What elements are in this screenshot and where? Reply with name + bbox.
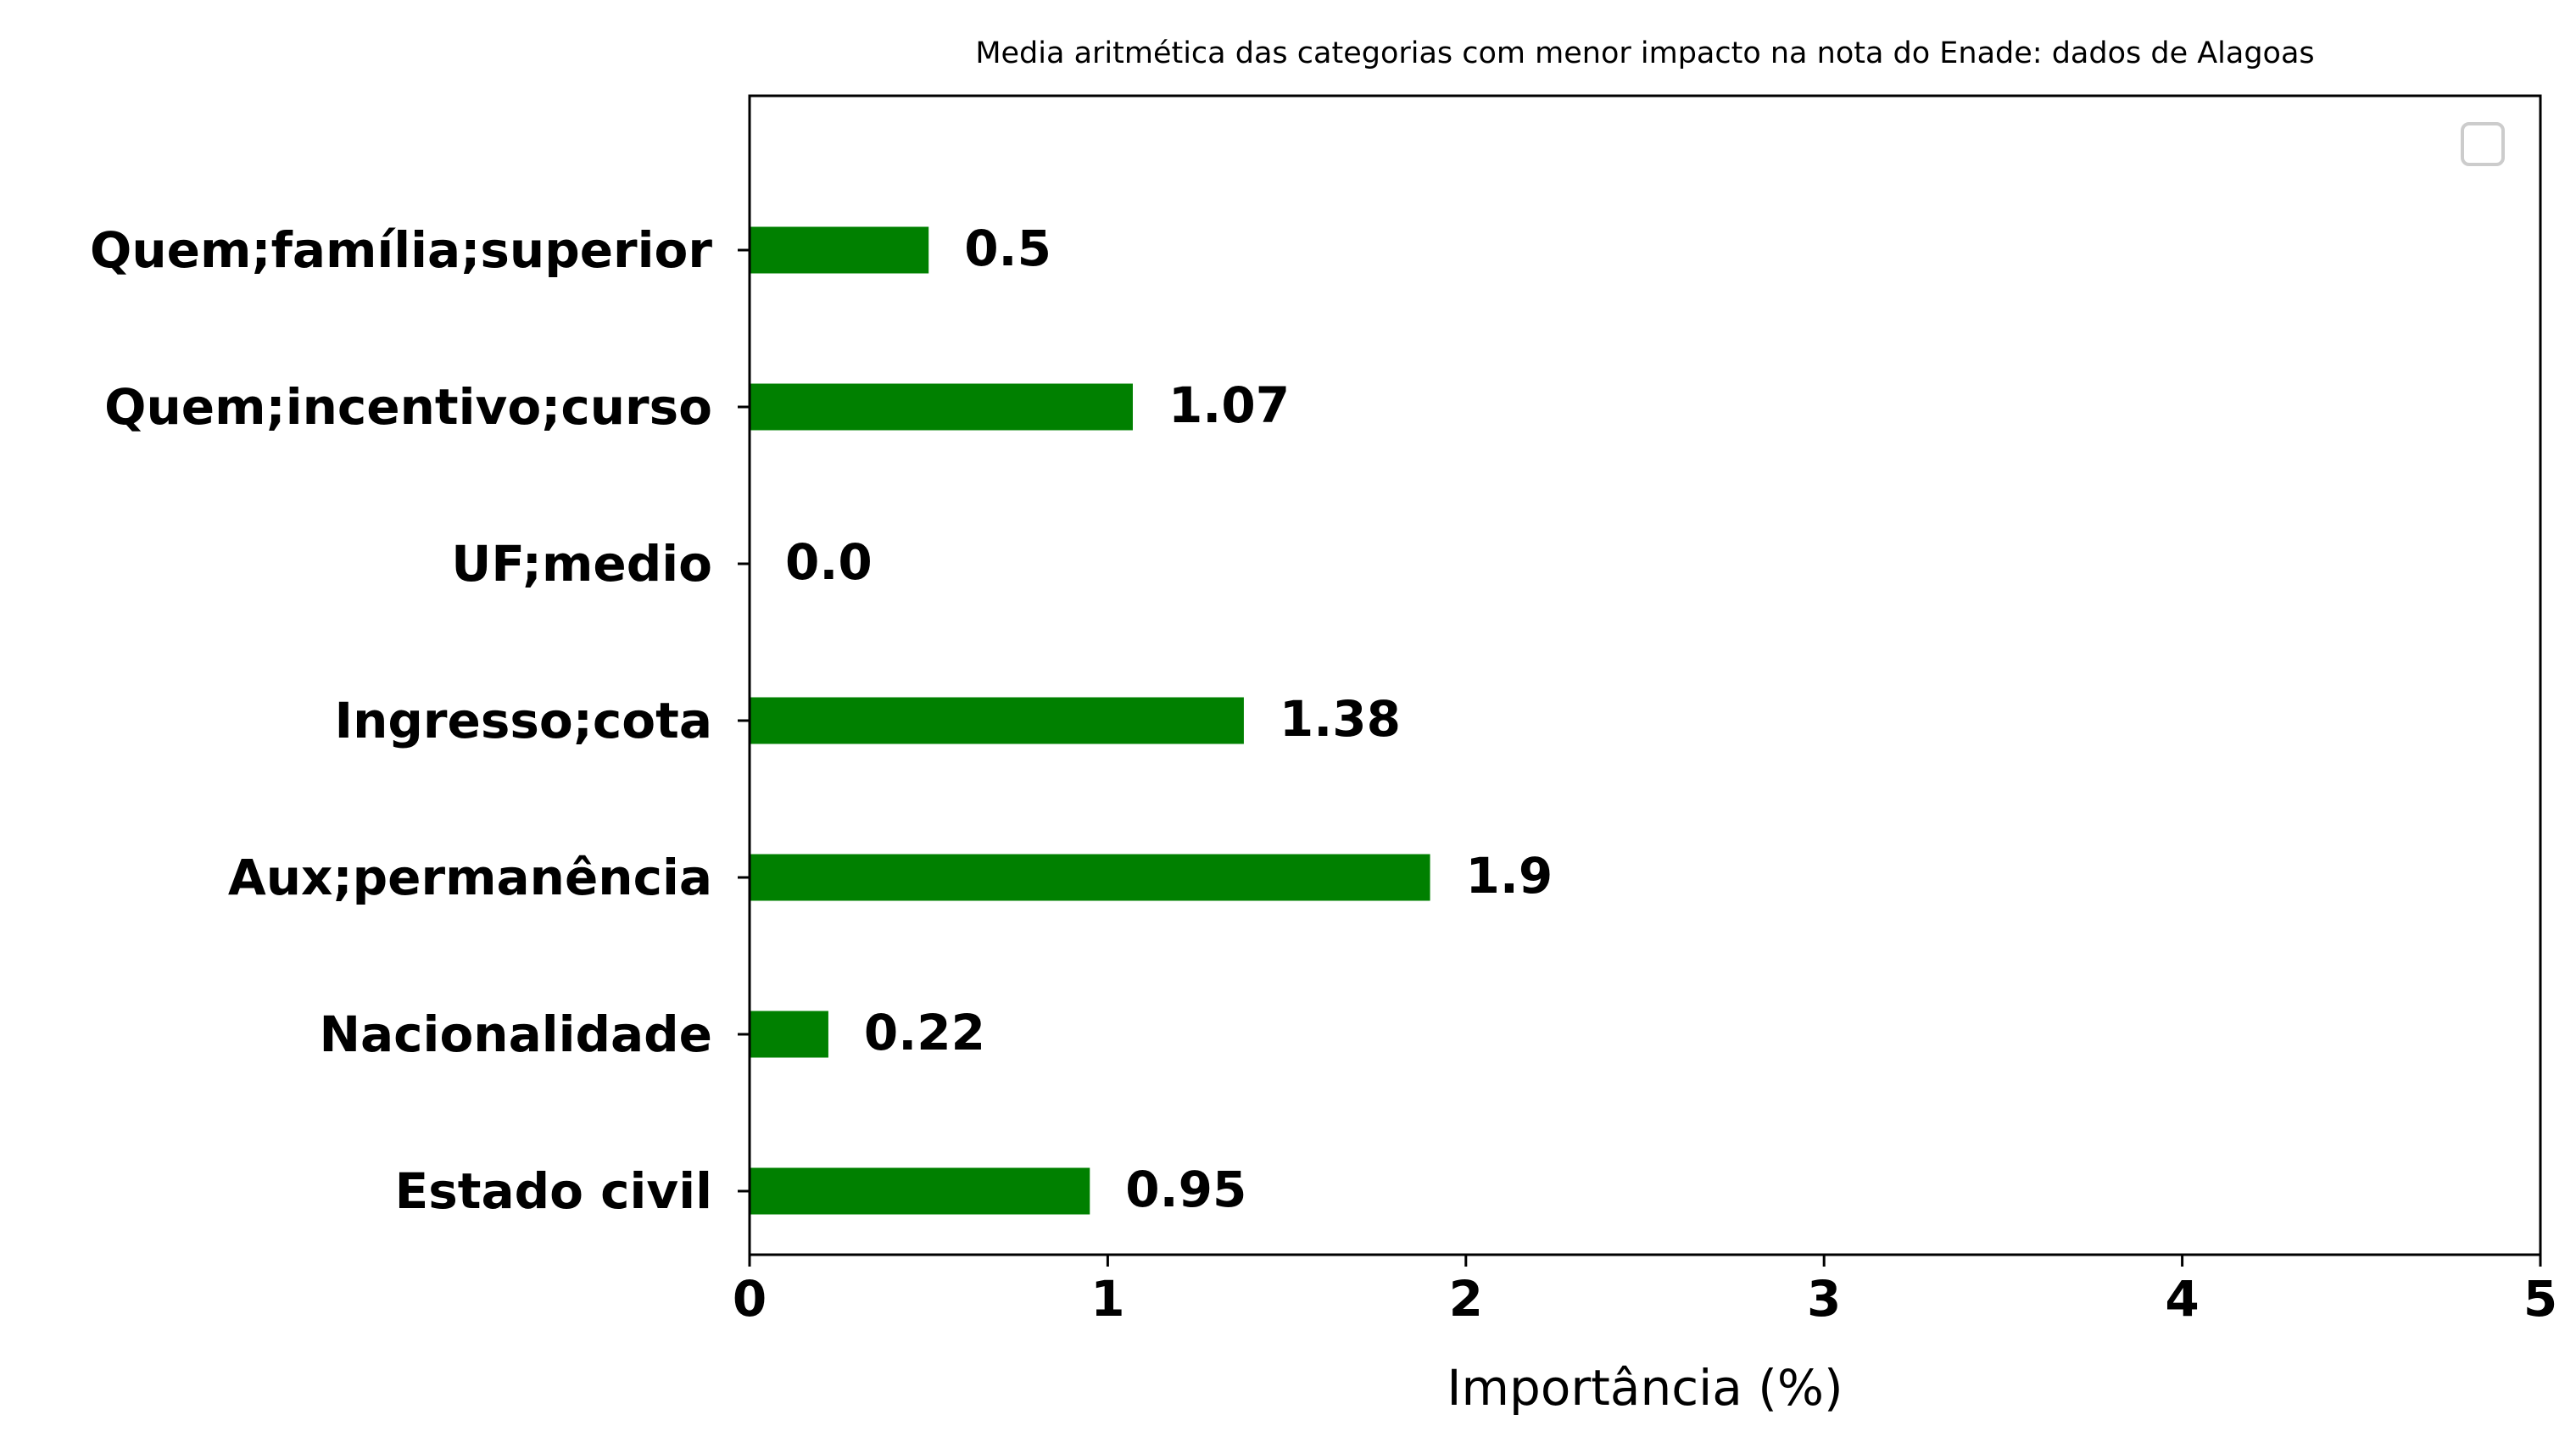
bar: [750, 1167, 1090, 1215]
data-label: 1.07: [1168, 376, 1290, 434]
y-tick-label: UF;medio: [451, 535, 712, 593]
data-label: 0.95: [1125, 1161, 1246, 1218]
data-label: 0.5: [964, 220, 1051, 277]
x-tick-label: 4: [2165, 1270, 2199, 1328]
y-tick-label: Quem;família;superior: [90, 221, 712, 279]
y-tick-label: Aux;permanência: [228, 849, 712, 906]
data-label: 1.38: [1280, 690, 1401, 748]
y-tick-label: Nacionalidade: [320, 1005, 713, 1063]
bar: [750, 226, 929, 274]
x-tick-label: 3: [1807, 1270, 1841, 1328]
x-axis-label: Importância (%): [1447, 1359, 1843, 1417]
legend-box: [2461, 122, 2505, 166]
bar: [750, 854, 1430, 901]
y-tick-label: Ingresso;cota: [334, 692, 712, 749]
bar: [750, 1011, 828, 1058]
axes-frame: [748, 94, 2542, 1256]
plot-area: Estado civil 0.95 Nacionalidade 0.22 Aux;per…: [90, 94, 2557, 1328]
x-tick-label: 2: [1449, 1270, 1483, 1328]
bar: [750, 697, 1244, 744]
chart-title: Media aritmética das categorias com meno…: [975, 36, 2314, 70]
data-label: 1.9: [1466, 847, 1553, 905]
x-tick-label: 0: [733, 1270, 767, 1328]
bar: [750, 383, 1133, 431]
y-tick-label: Quem;incentivo;curso: [104, 378, 712, 436]
data-label: 0.22: [864, 1004, 985, 1061]
x-tick-label: 5: [2523, 1270, 2557, 1328]
x-tick-label: 1: [1090, 1270, 1124, 1328]
data-label: 0.0: [785, 533, 873, 591]
y-tick-label: Estado civil: [395, 1162, 712, 1220]
